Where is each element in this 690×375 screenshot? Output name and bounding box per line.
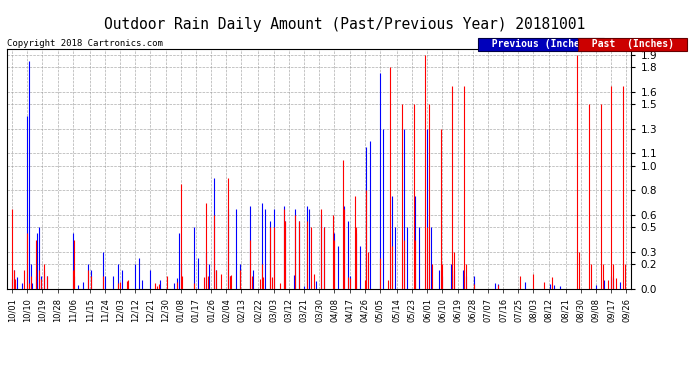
- Text: Copyright 2018 Cartronics.com: Copyright 2018 Cartronics.com: [7, 39, 163, 48]
- Text: Past  (Inches): Past (Inches): [580, 39, 685, 50]
- Text: Previous (Inches): Previous (Inches): [480, 39, 603, 50]
- Text: Outdoor Rain Daily Amount (Past/Previous Year) 20181001: Outdoor Rain Daily Amount (Past/Previous…: [104, 17, 586, 32]
